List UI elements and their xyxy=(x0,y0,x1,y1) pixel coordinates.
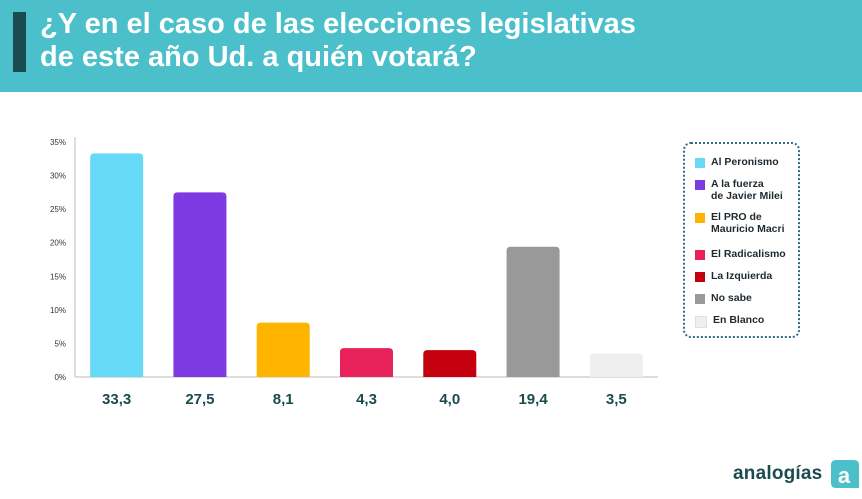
brand-icon-letter: a xyxy=(838,463,851,488)
legend-swatch xyxy=(695,158,705,168)
legend-swatch xyxy=(695,316,707,328)
y-tick-label: 15% xyxy=(50,272,66,281)
y-tick-label: 0% xyxy=(54,373,66,382)
brand-icon: a xyxy=(831,460,860,488)
legend-label: La Izquierda xyxy=(711,270,801,282)
legend-swatch xyxy=(695,180,705,190)
bar-6 xyxy=(506,246,560,377)
y-tick-label: 25% xyxy=(50,205,66,214)
bar-1 xyxy=(90,153,144,377)
legend-label-line-2: de Javier Milei xyxy=(711,190,783,202)
legend-label-line-1: La Izquierda xyxy=(711,270,773,282)
legend-item: No sabe xyxy=(695,292,801,304)
legend-item: El Radicalismo xyxy=(695,248,801,260)
legend-swatch xyxy=(695,294,705,304)
legend-label: Al Peronismo xyxy=(711,156,801,168)
legend-label-line-1: El PRO de xyxy=(711,211,762,223)
legend-swatch xyxy=(695,250,705,260)
title-line-1: ¿Y en el caso de las elecciones legislat… xyxy=(40,8,636,40)
legend-label: En Blanco xyxy=(713,314,803,326)
value-label-1: 33,3 xyxy=(102,391,131,408)
title-line-2: de este año Ud. a quién votará? xyxy=(40,41,477,73)
legend-label-line-1: El Radicalismo xyxy=(711,248,786,260)
legend-item: La Izquierda xyxy=(695,270,801,282)
header-accent-bar xyxy=(13,12,26,72)
value-label-5: 4,0 xyxy=(439,391,460,408)
legend-label-line-1: En Blanco xyxy=(713,314,765,326)
value-label-6: 19,4 xyxy=(518,391,548,408)
y-tick-label: 10% xyxy=(50,306,66,315)
legend-label: El Radicalismo xyxy=(711,248,801,260)
value-label-4: 4,3 xyxy=(356,391,377,408)
value-label-7: 3,5 xyxy=(606,391,627,408)
bar-chart-svg: 0% 5% 10% 15% 20% 25% 30% 35% 33,3 27,5 8,1 4,3 4,0 1… xyxy=(50,137,658,408)
y-tick-label: 35% xyxy=(50,138,66,147)
chart-legend: Al Peronismo A la fuerza de Javier Milei El… xyxy=(683,142,800,338)
header-banner: ¿Y en el caso de las elecciones legislat… xyxy=(0,0,862,92)
legend-item: A la fuerza de Javier Milei xyxy=(695,178,801,202)
bar-4 xyxy=(340,348,393,377)
bar-7 xyxy=(589,353,643,377)
value-label-3: 8,1 xyxy=(273,391,294,408)
legend-item: Al Peronismo xyxy=(695,156,801,168)
legend-label-line-1: A la fuerza xyxy=(711,178,764,190)
legend-swatch xyxy=(695,213,705,223)
legend-item: En Blanco xyxy=(695,314,803,328)
bar-2 xyxy=(173,192,227,377)
legend-label: A la fuerza de Javier Milei xyxy=(711,178,801,202)
legend-label: No sabe xyxy=(711,292,801,304)
bar-5 xyxy=(423,350,477,377)
brand-name: analogías xyxy=(733,463,823,484)
legend-label-line-1: Al Peronismo xyxy=(711,156,779,168)
legend-swatch xyxy=(695,272,705,282)
y-tick-label: 5% xyxy=(54,339,66,348)
value-label-2: 27,5 xyxy=(185,391,214,408)
legend-label: El PRO de Mauricio Macri xyxy=(711,211,801,235)
legend-label-line-1: No sabe xyxy=(711,292,752,304)
legend-item: El PRO de Mauricio Macri xyxy=(695,211,801,235)
legend-label-line-2: Mauricio Macri xyxy=(711,223,785,235)
y-tick-label: 20% xyxy=(50,239,66,248)
page-title: ¿Y en el caso de las elecciones legislat… xyxy=(40,8,840,74)
brand-logo: analogías a xyxy=(733,456,862,492)
bar-chart: 0% 5% 10% 15% 20% 25% 30% 35% 33,3 27,5 8,1 4,3 4,0 1… xyxy=(0,92,680,422)
bar-3 xyxy=(256,322,310,377)
y-tick-label: 30% xyxy=(50,172,66,181)
